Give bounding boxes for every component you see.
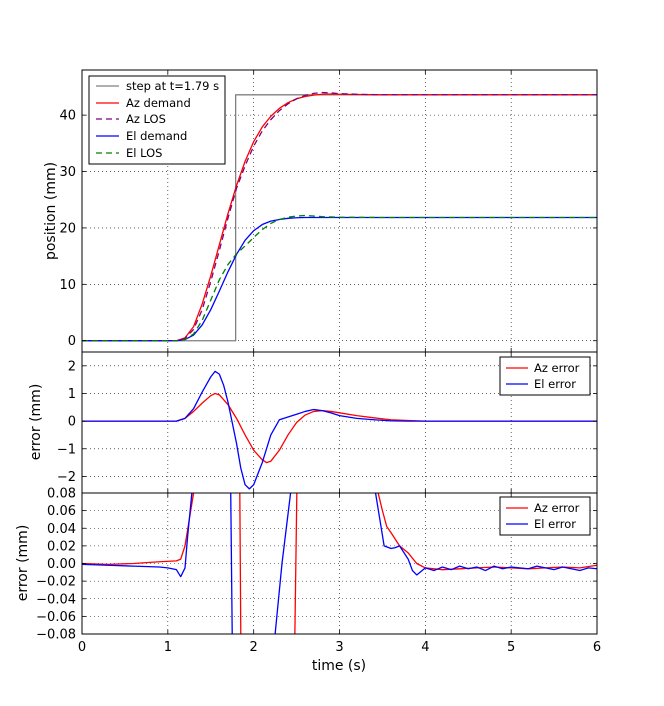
error-legend-label-az: Az error [534,361,580,375]
series-line-el-los [82,214,597,342]
error-zoom-ticks: 0 1 2 3 4 5 6 0.08 0.06 0.04 0.02 0.00 −0.02 −0.04 −0.… [36,487,601,656]
y-tick-label: 0.00 [47,557,76,572]
error-zoom-legend-box [499,496,591,536]
time-xlabel: time (s) [312,658,366,674]
error-zoom-legend-label-az: Az error [534,501,580,515]
y-tick-label: 0.08 [47,487,76,502]
y-tick-label: 1 [68,387,76,402]
x-tick-label: 1 [164,640,172,655]
legend-label-step: step at t=1.79 s [126,79,219,93]
y-tick-label: 0 [68,334,76,349]
y-tick-label: −1 [57,442,76,457]
error-zoom-panel: 0 1 2 3 4 5 6 0.08 0.06 0.04 0.02 0.00 −0.02 −0.04 −0.… [15,487,601,675]
position-legend: step at t=1.79 s Az demand Az LOS El dem… [88,75,226,165]
error-legend: Az error El error [499,356,591,396]
series-line-az-demand [82,93,597,342]
position-ticks: 0 10 20 30 40 [59,70,598,352]
x-tick-label: 0 [78,640,86,655]
x-tick-label: 4 [421,640,429,655]
error-ticks: 2 1 0 −1 −2 [57,352,598,493]
legend-label-az-los: Az LOS [126,112,166,126]
legend-label-el-demand: El demand [126,129,187,143]
y-tick-label: −2 [57,470,76,485]
position-legend-box [88,75,226,165]
error-panel: 2 1 0 −1 −2 error (mm) Az error El error [28,351,598,494]
position-lines [82,91,597,342]
error-lines [82,370,597,490]
y-tick-label: 0 [68,415,76,430]
error-ylabel: error (mm) [28,384,44,461]
y-tick-label: 0.02 [47,539,76,554]
y-tick-label: 40 [59,109,76,124]
x-tick-label: 5 [507,640,515,655]
legend-label-el-los: El LOS [126,146,162,160]
y-tick-label: 10 [59,278,76,293]
series-line-az-los [82,91,597,342]
error-zoom-ylabel: error (mm) [15,525,31,602]
series-line-el-error [82,370,597,490]
y-tick-label: −0.06 [36,610,76,625]
x-tick-label: 6 [593,640,601,655]
legend-label-az-demand: Az demand [126,96,191,110]
error-legend-box [499,356,591,396]
error-zoom-lines [82,493,597,634]
error-zoom-legend-label-el: El error [534,517,576,531]
x-tick-label: 2 [250,640,258,655]
y-tick-label: −0.02 [36,575,76,590]
y-tick-label: 0.04 [47,522,76,537]
y-tick-label: 2 [68,359,76,374]
y-tick-label: 0.06 [47,504,76,519]
y-tick-label: 20 [59,221,76,236]
position-ylabel: position (mm) [43,162,59,260]
series-line-az-error [82,392,597,464]
error-legend-label-el: El error [534,377,576,391]
position-panel: 0 10 20 30 40 position (mm) step at t=1.79 s… [43,69,598,353]
series-line-el-error [82,493,597,634]
series-line-el-demand [82,216,597,342]
y-tick-label: −0.04 [36,592,76,607]
y-tick-label: 30 [59,165,76,180]
y-tick-label: −0.08 [36,628,76,643]
x-tick-label: 3 [335,640,343,655]
error-zoom-legend: Az error El error [499,496,591,536]
